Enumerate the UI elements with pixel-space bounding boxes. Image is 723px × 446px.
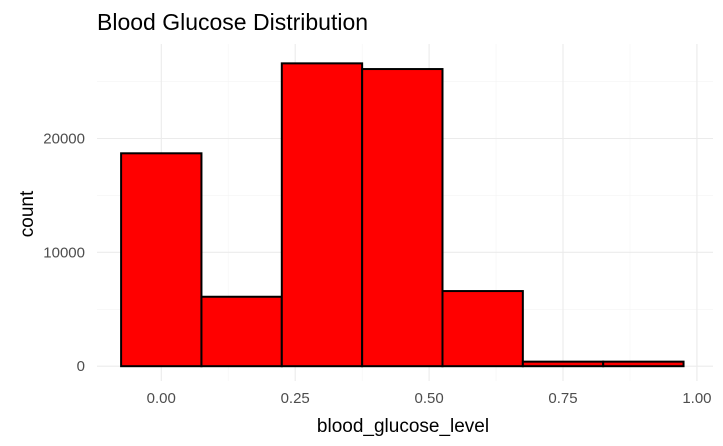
y-axis-ticks: 0 10000 20000 — [43, 130, 85, 375]
x-tick-label: 1.00 — [682, 390, 711, 407]
histogram-bar — [441, 290, 524, 368]
chart-title: Blood Glucose Distribution — [97, 9, 368, 35]
x-axis-title: blood_glucose_level — [317, 416, 489, 437]
y-tick-label: 20000 — [43, 130, 85, 147]
x-tick-label: 0.00 — [147, 390, 176, 407]
histogram-bar — [120, 152, 203, 368]
histogram-bar — [200, 295, 283, 368]
histogram-bar — [521, 360, 605, 368]
y-axis-title: count — [17, 190, 38, 237]
x-tick-label: 0.50 — [415, 390, 444, 407]
y-tick-label: 10000 — [43, 244, 85, 261]
bars — [120, 62, 685, 368]
x-tick-label: 0.25 — [281, 390, 310, 407]
x-axis-ticks: 0.00 0.25 0.50 0.75 1.00 — [147, 390, 712, 407]
histogram-bar — [602, 360, 685, 368]
x-tick-label: 0.75 — [548, 390, 577, 407]
histogram-bar — [361, 68, 444, 368]
histogram-bar — [280, 62, 364, 368]
y-tick-label: 0 — [77, 358, 85, 375]
